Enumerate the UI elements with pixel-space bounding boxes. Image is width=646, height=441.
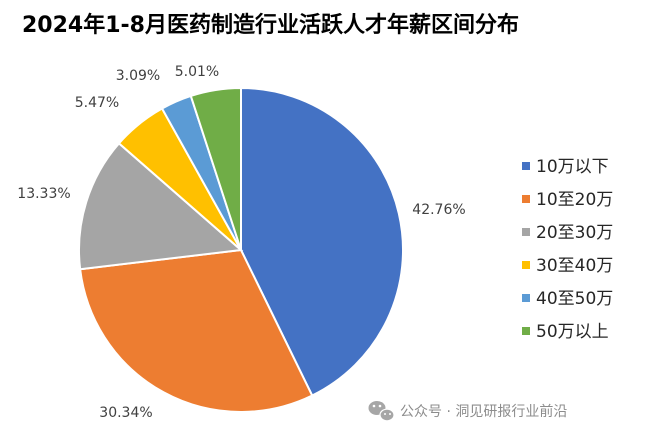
data-labels: 42.76% 30.34% 13.33% 5.47% 3.09% 5.01% xyxy=(17,64,465,421)
legend-swatch-5 xyxy=(522,294,530,302)
legend-label-1: 10万以下 xyxy=(536,157,609,177)
legend-label-3: 20至30万 xyxy=(536,223,613,243)
data-label-5: 3.09% xyxy=(116,68,160,84)
pie-slices xyxy=(78,86,404,413)
data-label-3: 13.33% xyxy=(17,186,70,202)
pie-slice-2 xyxy=(79,248,314,413)
pie-slice-1 xyxy=(240,86,404,397)
legend-swatch-3 xyxy=(522,228,530,236)
legend-label-5: 40至50万 xyxy=(536,289,613,309)
pie-slice-3 xyxy=(78,141,244,271)
wechat-icon xyxy=(368,401,395,422)
legend-label-6: 50万以上 xyxy=(536,322,609,342)
data-label-1: 42.76% xyxy=(412,202,465,218)
data-label-4: 5.47% xyxy=(75,95,119,111)
legend-swatch-2 xyxy=(522,195,530,203)
legend-label-4: 30至40万 xyxy=(536,256,613,276)
legend-swatch-4 xyxy=(522,261,530,269)
pie-slice-6 xyxy=(189,86,242,251)
watermark: 公众号 · 洞见研报行业前沿 xyxy=(368,401,567,422)
watermark-text: 公众号 · 洞见研报行业前沿 xyxy=(400,403,567,420)
chart-title: 2024年1-8月医药制造行业活跃人才年薪区间分布 xyxy=(22,12,519,38)
legend: 10万以下 10至20万 20至30万 30至40万 40至50万 50万以上 xyxy=(522,157,613,342)
legend-label-2: 10至20万 xyxy=(536,190,613,210)
data-label-2: 30.34% xyxy=(99,405,152,421)
data-label-6: 5.01% xyxy=(175,64,219,80)
legend-swatch-6 xyxy=(522,327,530,335)
legend-swatch-1 xyxy=(522,162,530,170)
